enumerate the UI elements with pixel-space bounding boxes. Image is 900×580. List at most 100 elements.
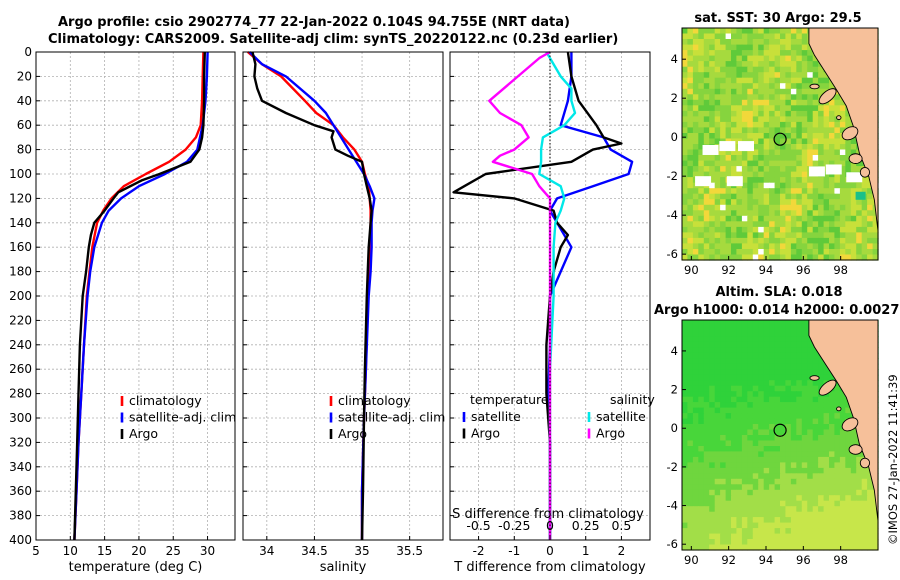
map-cell	[796, 489, 803, 496]
map-cell	[763, 28, 770, 35]
map-cell	[812, 232, 819, 239]
map-cell	[845, 435, 852, 442]
map-cell	[839, 506, 846, 513]
map-cell	[736, 66, 743, 73]
map-cell	[747, 99, 754, 106]
map-cell	[741, 39, 748, 46]
map-cell	[823, 188, 830, 195]
map-cell	[714, 544, 721, 551]
map-cell	[850, 144, 857, 151]
map-cell	[839, 440, 846, 447]
map-cell	[807, 500, 814, 507]
map-cell	[818, 462, 825, 469]
map-cell	[769, 121, 776, 129]
map-cell	[692, 116, 699, 123]
map-cell	[812, 94, 819, 101]
map-cell	[687, 99, 694, 106]
map-cell	[763, 121, 770, 129]
map-cell	[850, 429, 857, 436]
map-cell	[850, 467, 857, 474]
map-cell	[812, 77, 819, 84]
map-cell	[818, 495, 825, 502]
map-cell	[752, 484, 759, 491]
map-cell	[698, 462, 705, 469]
map-cell	[752, 418, 759, 425]
map-cell	[769, 171, 776, 178]
map-cell	[807, 435, 814, 442]
map-cell	[812, 451, 819, 458]
map-cell	[725, 478, 732, 485]
map-cell	[698, 215, 705, 222]
map-cell	[867, 517, 874, 524]
map-cell	[731, 539, 738, 546]
map-cell	[812, 160, 819, 167]
map-cell	[861, 528, 868, 535]
map-cell	[845, 121, 852, 129]
map-cell	[818, 358, 825, 365]
map-cell	[698, 440, 705, 447]
map-cell	[709, 33, 716, 40]
map-cell	[731, 413, 738, 420]
map-cell	[731, 341, 738, 348]
map-cell	[807, 221, 814, 228]
map-cell	[731, 456, 738, 463]
map-cell	[731, 451, 738, 458]
map-cell	[682, 94, 689, 101]
map-cell	[682, 77, 689, 84]
map-cell	[801, 171, 808, 178]
map-cell	[829, 226, 836, 234]
map-cell	[818, 522, 825, 529]
map-cell	[682, 215, 689, 222]
map-cell	[720, 204, 727, 211]
map-cell	[785, 237, 792, 245]
map-cell	[741, 237, 748, 245]
map-gap	[738, 141, 754, 152]
map-cell	[692, 83, 699, 90]
map-cell	[774, 144, 781, 151]
map-cell	[856, 495, 863, 502]
map-cell	[725, 33, 732, 40]
map-cell	[872, 533, 879, 540]
map-cell	[752, 193, 759, 200]
map-cell	[769, 325, 776, 332]
map-cell	[741, 407, 748, 414]
map-cell	[829, 221, 836, 228]
map-cell	[692, 77, 699, 84]
map-cell	[812, 237, 819, 245]
map-cell	[829, 243, 836, 250]
map-cell	[812, 456, 819, 463]
map-cell	[780, 473, 787, 480]
map-cell	[725, 331, 732, 338]
sla-map-title-line2: Argo h1000: 0.014 h2000: 0.0027	[654, 303, 899, 318]
map-cell	[709, 127, 716, 134]
map-cell	[725, 188, 732, 195]
map-cell	[856, 533, 863, 540]
map-cell	[807, 336, 814, 343]
map-cell	[823, 424, 830, 431]
map-cell	[774, 358, 781, 365]
map-cell	[720, 77, 727, 84]
map-cell	[687, 88, 694, 95]
map-cell	[752, 50, 759, 57]
map-cell	[747, 511, 754, 518]
map-cell	[801, 435, 808, 442]
map-cell	[703, 77, 710, 84]
map-cell	[812, 500, 819, 507]
map-cell	[801, 50, 808, 57]
map-cell	[856, 506, 863, 513]
map-cell	[736, 440, 743, 447]
map-cell	[823, 221, 830, 228]
map-cell	[839, 533, 846, 540]
map-cell	[845, 506, 852, 513]
map-cell	[769, 44, 776, 51]
map-cell	[850, 249, 857, 256]
map-cell	[801, 105, 808, 112]
map-cell	[774, 116, 781, 123]
map-cell	[703, 28, 710, 35]
map-cell	[823, 374, 830, 381]
map-cell	[807, 402, 814, 409]
map-cell	[709, 99, 716, 106]
map-cell	[736, 33, 743, 40]
map-cell	[796, 105, 803, 112]
secondary-tick-label: -0.5	[466, 518, 490, 533]
